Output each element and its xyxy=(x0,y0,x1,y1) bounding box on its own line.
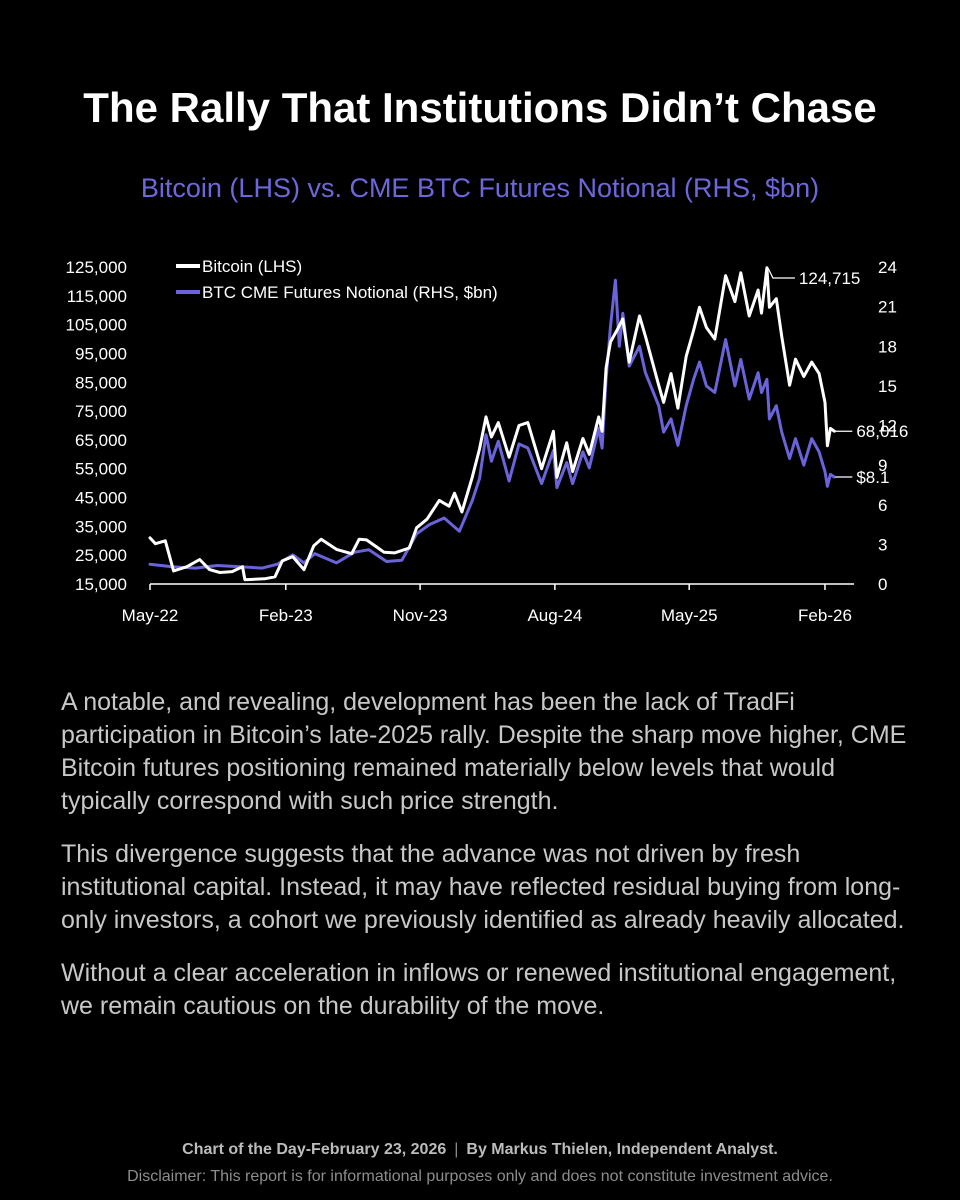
y-left-tick-label: 15,000 xyxy=(75,575,127,594)
legend-item-cme: BTC CME Futures Notional (RHS, $bn) xyxy=(176,283,498,302)
y-right-tick-label: 24 xyxy=(878,258,897,277)
chart-legend: Bitcoin (LHS) BTC CME Futures Notional (R… xyxy=(176,257,498,302)
y-right-tick-label: 3 xyxy=(878,535,887,554)
cme-notional-series-line xyxy=(148,278,836,570)
footer-separator: | xyxy=(454,1141,459,1158)
y-left-tick-label: 45,000 xyxy=(75,489,127,508)
y-left-tick-label: 25,000 xyxy=(75,546,127,565)
y-left-tick-label: 115,000 xyxy=(67,287,127,306)
commentary-paragraph-1: A notable, and revealing, development ha… xyxy=(61,688,907,815)
y-left-tick-label: 35,000 xyxy=(75,517,127,536)
commentary: A notable, and revealing, development ha… xyxy=(61,686,911,1043)
chart-of-day-label: Chart of the Day-February 23, 2026 xyxy=(182,1141,447,1158)
x-tick-label: May-25 xyxy=(661,606,718,625)
x-tick-label: Aug-24 xyxy=(527,606,582,625)
x-tick-label: Feb-23 xyxy=(259,606,313,625)
footer-credit: Chart of the Day-February 23, 2026 | By Ma… xyxy=(0,1141,960,1159)
y-left-tick-label: 125,000 xyxy=(66,258,127,277)
y-left-tick-label: 75,000 xyxy=(75,402,127,421)
legend-label: BTC CME Futures Notional (RHS, $bn) xyxy=(202,283,498,302)
annotation-label: 68,016 xyxy=(856,422,908,441)
x-tick-label: Nov-23 xyxy=(393,606,448,625)
y-left-tick-label: 85,000 xyxy=(75,373,127,392)
annotation-leader xyxy=(767,267,795,279)
dual-axis-line-chart: May-22 Feb-23 Nov-23 Aug-24 May-25 Feb-26 15,0… xyxy=(66,257,909,625)
y-left-tick-label: 65,000 xyxy=(75,431,127,450)
legend-item-bitcoin: Bitcoin (LHS) xyxy=(176,257,302,276)
y-right-tick-label: 12 xyxy=(878,417,897,436)
chart-annotations: 124,715 68,016 $8.1 xyxy=(767,267,908,487)
y-right-tick-label: 6 xyxy=(878,496,887,515)
y-right-tick-label: 0 xyxy=(878,575,887,594)
y-right-tick-label: 21 xyxy=(878,298,897,317)
chart-axes: May-22 Feb-23 Nov-23 Aug-24 May-25 Feb-26 15,0… xyxy=(66,258,897,625)
annotation-label: $8.1 xyxy=(856,468,889,487)
annotation-label: 124,715 xyxy=(799,269,860,288)
commentary-paragraph-3: Without a clear acceleration in inflows … xyxy=(61,959,897,1020)
y-left-tick-label: 55,000 xyxy=(75,460,127,479)
last-price-annotation: 68,016 xyxy=(835,422,908,441)
x-tick-label: May-22 xyxy=(122,606,179,625)
y-right-tick-label: 15 xyxy=(878,377,897,396)
page-title: The Rally That Institutions Didn’t Chase xyxy=(83,84,877,131)
x-tick-label: Feb-26 xyxy=(798,606,852,625)
legend-label: Bitcoin (LHS) xyxy=(202,257,302,276)
commentary-paragraph-2: This divergence suggests that the advanc… xyxy=(61,840,905,934)
last-notional-annotation: $8.1 xyxy=(835,468,889,487)
chart-subtitle: Bitcoin (LHS) vs. CME BTC Futures Notion… xyxy=(140,173,820,203)
peak-price-annotation: 124,715 xyxy=(767,267,860,288)
chart-series xyxy=(148,266,836,582)
disclaimer: Disclaimer: This report is for informati… xyxy=(127,1168,833,1185)
y-left-tick-label: 95,000 xyxy=(75,344,127,363)
author-label: By Markus Thielen, Independent Analyst. xyxy=(466,1141,778,1158)
y-left-tick-label: 105,000 xyxy=(66,316,127,335)
y-right-tick-label: 18 xyxy=(878,337,897,356)
bitcoin-series-line xyxy=(148,266,836,582)
y-right-tick-label: 9 xyxy=(878,456,887,475)
